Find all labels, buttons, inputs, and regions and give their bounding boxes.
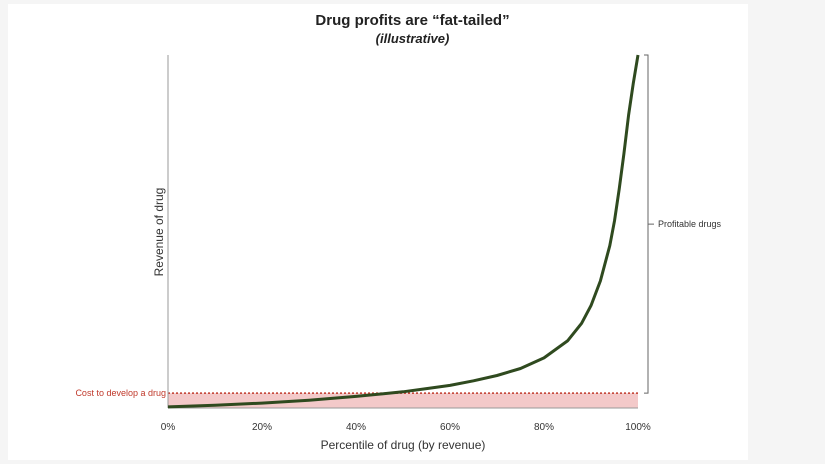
x-axis-title: Percentile of drug (by revenue) bbox=[321, 438, 486, 452]
x-tick-label: 60% bbox=[440, 422, 460, 433]
x-tick-label: 40% bbox=[346, 422, 366, 433]
profitable-bracket bbox=[644, 54, 654, 394]
y-axis-title: Revenue of drug bbox=[152, 188, 166, 277]
chart-title: Drug profits are “fat-tailed” bbox=[315, 12, 510, 29]
x-tick-label: 100% bbox=[625, 422, 651, 433]
revenue-curve-line bbox=[167, 54, 640, 409]
profitable-drugs-label: Profitable drugs bbox=[658, 219, 722, 229]
x-tick-label: 80% bbox=[534, 422, 554, 433]
cost-band bbox=[168, 393, 638, 408]
chart-subtitle: (illustrative) bbox=[375, 31, 450, 46]
cost-to-develop-label: Cost to develop a drug bbox=[75, 388, 166, 398]
chart-canvas bbox=[8, 4, 748, 460]
x-tick-label: 0% bbox=[161, 422, 176, 433]
x-tick-label: 20% bbox=[252, 422, 272, 433]
